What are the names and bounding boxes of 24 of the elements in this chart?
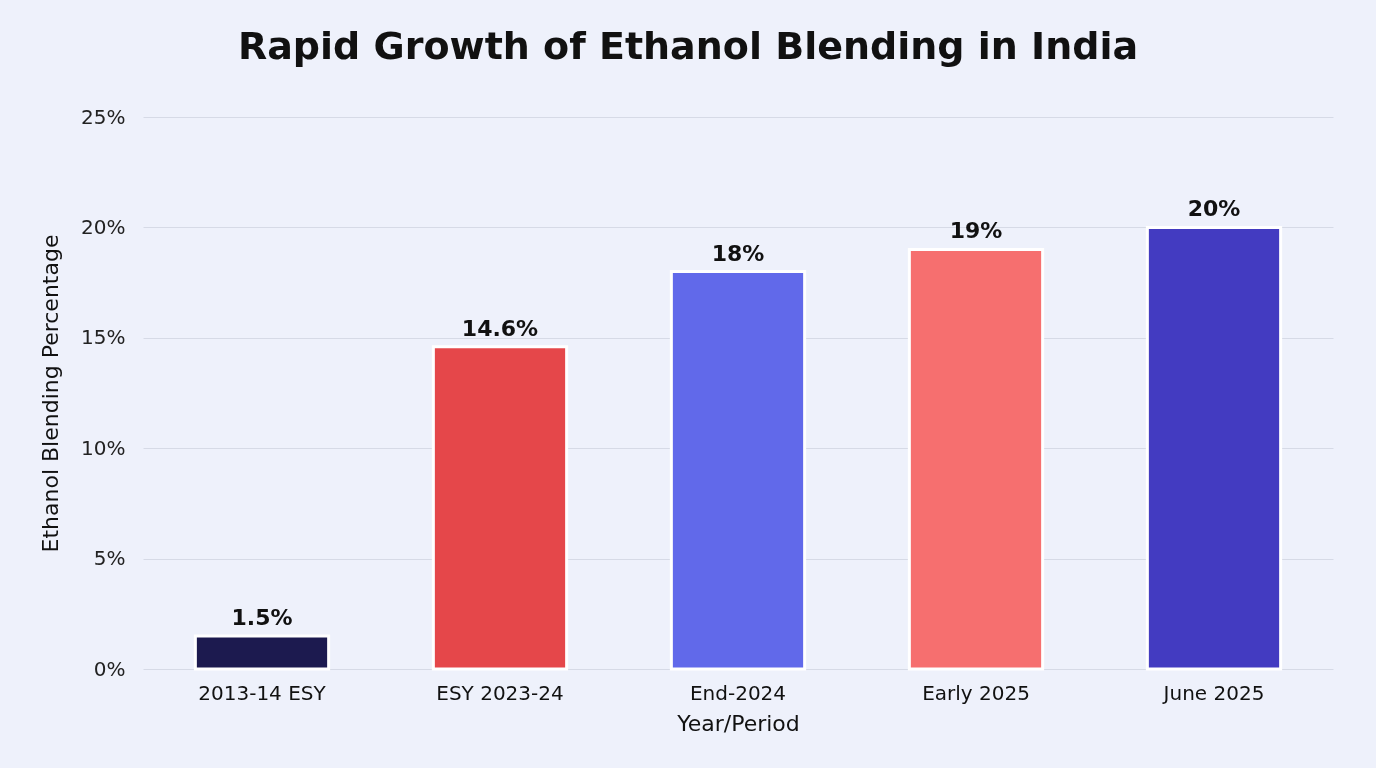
x-tick-label: ESY 2023-24 (436, 680, 564, 705)
data-label: 14.6% (461, 315, 539, 341)
bar (669, 270, 807, 671)
chart-title: Rapid Growth of Ethanol Blending in India (237, 24, 1139, 68)
x-axis-title: Year/Period (676, 710, 800, 736)
x-tick-label: June 2025 (1161, 680, 1265, 705)
bar (431, 345, 569, 671)
x-tick-label: 2013-14 ESY (198, 680, 327, 705)
bar (1145, 225, 1283, 671)
bar (907, 247, 1045, 671)
data-label: 19% (949, 218, 1003, 244)
y-tick-label: 0% (93, 656, 126, 681)
y-tick-label: 10% (81, 435, 126, 460)
x-tick-label: End-2024 (689, 680, 787, 705)
y-axis-title: Ethanol Blending Percentage (38, 234, 64, 553)
x-tick-label: Early 2025 (922, 680, 1030, 705)
y-tick-label: 20% (81, 214, 126, 239)
y-tick-label: 15% (81, 325, 126, 350)
y-tick-label: 5% (93, 546, 126, 571)
y-tick-label: 25% (81, 104, 126, 129)
data-label: 1.5% (231, 604, 293, 630)
bar (193, 634, 331, 671)
data-label: 18% (711, 240, 765, 266)
data-label: 20% (1187, 196, 1241, 222)
